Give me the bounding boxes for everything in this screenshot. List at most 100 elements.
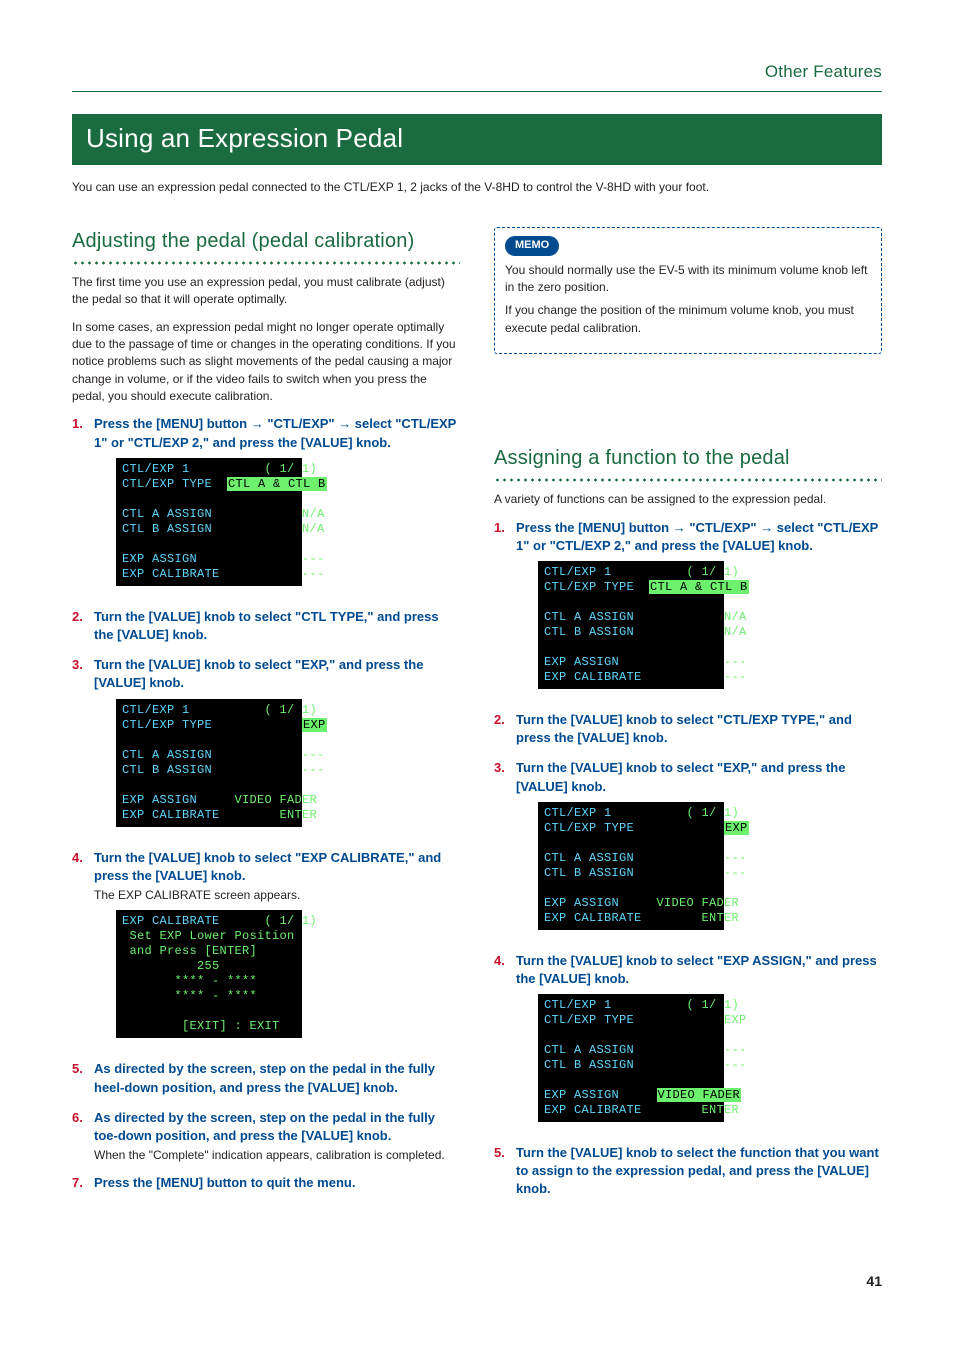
lcd-line: CTL B ASSIGN: [122, 763, 212, 777]
step-text: "CTL/EXP": [686, 520, 760, 535]
lcd-line: ENTER: [702, 911, 740, 925]
lcd-line: CTL B ASSIGN: [544, 625, 634, 639]
memo-box: MEMO You should normally use the EV-5 wi…: [494, 227, 882, 355]
step-item: 4. Turn the [VALUE] knob to select "EXP …: [494, 952, 882, 1134]
lcd-line: CTL B ASSIGN: [122, 522, 212, 536]
left-column: Adjusting the pedal (pedal calibration) …: [72, 227, 460, 1211]
lcd-line: N/A: [724, 625, 747, 639]
left-para-2: In some cases, an expression pedal might…: [72, 319, 460, 406]
lcd-line: CTL A ASSIGN: [544, 610, 634, 624]
lcd-line: ---: [724, 655, 747, 669]
lcd-line: CTL A ASSIGN: [544, 1043, 634, 1057]
arrow-icon: →: [251, 416, 264, 431]
step-title: Press the [MENU] button → "CTL/EXP" → se…: [516, 519, 882, 555]
lcd-line: EXP CALIBRATE: [544, 670, 642, 684]
lcd-line: CTL/EXP TYPE: [544, 580, 634, 594]
arrow-icon: →: [760, 520, 773, 535]
step-item: 6. As directed by the screen, step on th…: [72, 1109, 460, 1165]
right-subheading: Assigning a function to the pedal: [494, 444, 882, 473]
page-number: 41: [72, 1271, 882, 1291]
lcd-line: CTL B ASSIGN: [544, 866, 634, 880]
lcd-line: [EXIT] : EXIT: [122, 1019, 280, 1033]
right-column: MEMO You should normally use the EV-5 wi…: [494, 227, 882, 1211]
lcd-line: EXP ASSIGN: [544, 655, 619, 669]
lcd-line: ---: [302, 748, 325, 762]
step-number: 5.: [72, 1060, 86, 1098]
lcd-line: CTL A ASSIGN: [544, 851, 634, 865]
lcd-line: and Press [ENTER]: [122, 944, 257, 958]
spacer: [494, 384, 882, 444]
lcd-line: ---: [724, 670, 747, 684]
lcd-line: ( 1/ 1): [687, 565, 740, 579]
memo-text: You should normally use the EV-5 with it…: [505, 262, 871, 297]
dot-rule: [494, 477, 882, 483]
step-title: Turn the [VALUE] knob to select the func…: [516, 1144, 882, 1199]
arrow-icon: →: [338, 416, 351, 431]
lcd-line: EXP ASSIGN: [544, 896, 619, 910]
lcd-line: N/A: [302, 507, 325, 521]
lcd-line: 255: [122, 959, 220, 973]
dot-rule: [72, 260, 460, 266]
page-title: Using an Expression Pedal: [72, 114, 882, 166]
memo-text: If you change the position of the minimu…: [505, 302, 871, 337]
lcd-line: CTL B ASSIGN: [544, 1058, 634, 1072]
step-number: 4.: [72, 849, 86, 1051]
step-item: 3. Turn the [VALUE] knob to select "EXP,…: [72, 656, 460, 838]
step-number: 7.: [72, 1174, 86, 1194]
breadcrumb: Other Features: [72, 60, 882, 85]
lcd-line: EXP ASSIGN: [544, 1088, 619, 1102]
lcd-line: EXP CALIBRATE: [122, 567, 220, 581]
lcd-line: CTL A ASSIGN: [122, 748, 212, 762]
lcd-line: Set EXP Lower Position: [122, 929, 295, 943]
lcd-line: ---: [302, 552, 325, 566]
lcd-line: CTL/EXP 1: [544, 806, 612, 820]
left-subheading: Adjusting the pedal (pedal calibration): [72, 227, 460, 256]
step-title: Turn the [VALUE] knob to select "EXP ASS…: [516, 952, 882, 988]
right-steps: 1. Press the [MENU] button → "CTL/EXP" →…: [494, 519, 882, 1201]
step-title: Turn the [VALUE] knob to select "CTL/EXP…: [516, 711, 882, 747]
step-number: 3.: [494, 759, 508, 941]
lcd-screen: CTL/EXP 1 ( 1/ 1) CTL/EXP TYPE EXP CTL A…: [538, 994, 724, 1122]
lcd-screen: EXP CALIBRATE ( 1/ 1) Set EXP Lower Posi…: [116, 910, 302, 1038]
step-number: 1.: [72, 415, 86, 597]
lcd-line: N/A: [724, 610, 747, 624]
arrow-icon: →: [673, 520, 686, 535]
step-item: 2. Turn the [VALUE] knob to select "CTL/…: [494, 711, 882, 749]
lcd-line: EXP CALIBRATE: [122, 914, 220, 928]
step-text: Press the [MENU] button: [516, 520, 673, 535]
lcd-line: ---: [724, 866, 747, 880]
step-number: 6.: [72, 1109, 86, 1165]
lcd-line: CTL/EXP 1: [122, 462, 190, 476]
lcd-line: EXP ASSIGN: [122, 793, 197, 807]
intro-text: You can use an expression pedal connecte…: [72, 179, 882, 196]
step-title: Turn the [VALUE] knob to select "EXP," a…: [94, 656, 460, 692]
step-number: 2.: [494, 711, 508, 749]
lcd-line: ( 1/ 1): [265, 703, 318, 717]
step-text: "CTL/EXP": [264, 416, 338, 431]
lcd-line: EXP CALIBRATE: [544, 911, 642, 925]
step-title: Press the [MENU] button → "CTL/EXP" → se…: [94, 415, 460, 451]
lcd-line: EXP ASSIGN: [122, 552, 197, 566]
step-title: Turn the [VALUE] knob to select "CTL TYP…: [94, 608, 460, 644]
header-rule: [72, 91, 882, 92]
lcd-value-hl: CTL A & CTL B: [649, 580, 749, 594]
lcd-line: CTL A ASSIGN: [122, 507, 212, 521]
lcd-line: **** - ****: [122, 974, 257, 988]
lcd-value-hl: EXP: [302, 718, 327, 732]
two-column-layout: Adjusting the pedal (pedal calibration) …: [72, 227, 882, 1211]
step-note: When the "Complete" indication appears, …: [94, 1147, 460, 1164]
lcd-line: CTL/EXP TYPE: [544, 821, 634, 835]
step-title: Turn the [VALUE] knob to select "EXP CAL…: [94, 849, 460, 885]
step-number: 2.: [72, 608, 86, 646]
lcd-line: ENTER: [280, 808, 318, 822]
step-title: As directed by the screen, step on the p…: [94, 1109, 460, 1145]
lcd-line: N/A: [302, 522, 325, 536]
step-item: 4. Turn the [VALUE] knob to select "EXP …: [72, 849, 460, 1051]
step-item: 5. As directed by the screen, step on th…: [72, 1060, 460, 1098]
lcd-line: EXP CALIBRATE: [122, 808, 220, 822]
step-number: 1.: [494, 519, 508, 701]
step-item: 3. Turn the [VALUE] knob to select "EXP,…: [494, 759, 882, 941]
lcd-line: CTL/EXP TYPE: [122, 477, 212, 491]
lcd-screen: CTL/EXP 1 ( 1/ 1) CTL/EXP TYPE CTL A & C…: [538, 561, 724, 689]
lcd-line: **** - ****: [122, 989, 257, 1003]
